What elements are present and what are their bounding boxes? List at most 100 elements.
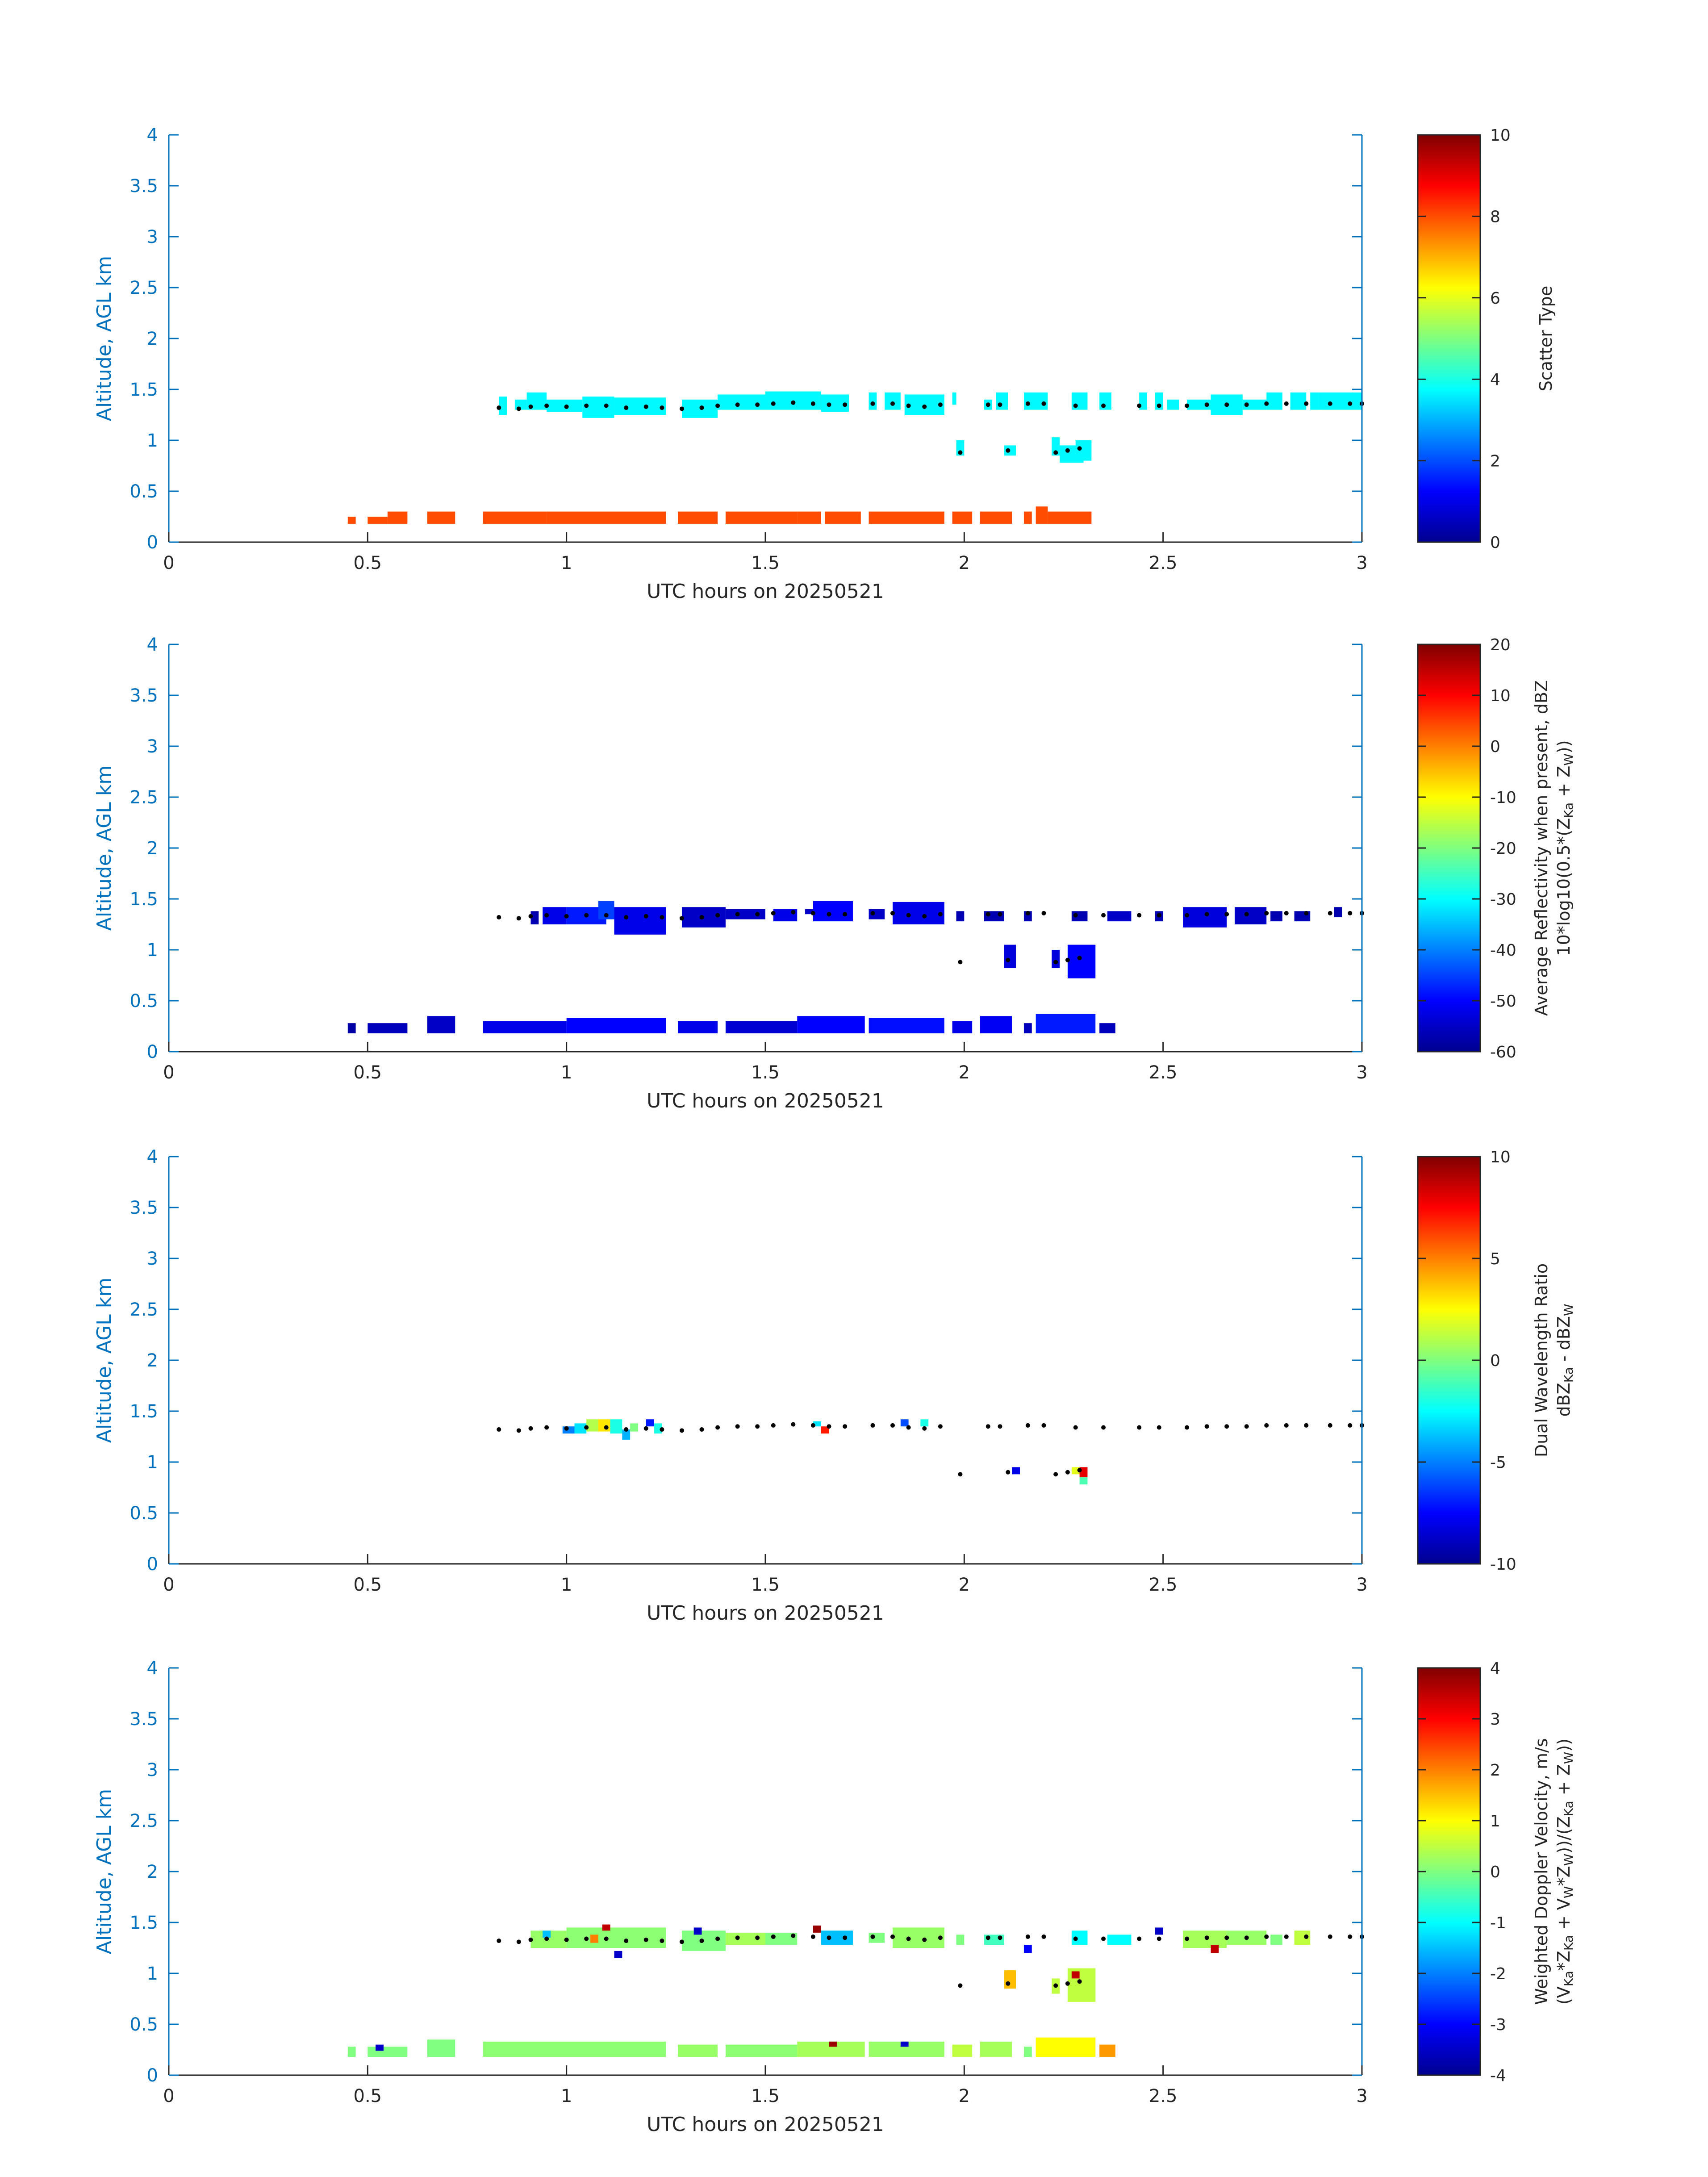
heatmap-cell [367, 2047, 408, 2057]
height-marker [497, 405, 501, 410]
height-marker [1328, 401, 1332, 406]
heatmap-cell [483, 1021, 567, 1033]
heatmap-cell [1023, 2047, 1032, 2057]
height-marker [1185, 1936, 1190, 1941]
colorbar [1417, 1667, 1481, 2076]
x-tick-label: 1.5 [751, 1062, 780, 1083]
heatmap-cell [530, 911, 539, 924]
height-marker [1328, 911, 1332, 915]
x-tick-label: 3 [1356, 1062, 1367, 1083]
height-marker [1006, 1470, 1011, 1475]
heatmap-cell [797, 511, 821, 524]
formula-text: ))/(Z [1554, 1816, 1574, 1853]
x-tick-label: 2.5 [1149, 553, 1178, 573]
height-marker [1304, 401, 1309, 406]
height-marker [679, 916, 684, 921]
heatmap-cell [1318, 392, 1362, 410]
colorbar-tick-label: 1 [1490, 1812, 1500, 1830]
height-marker [528, 914, 533, 919]
height-marker [715, 913, 720, 918]
height-marker [755, 402, 760, 407]
heatmap-cell [1155, 1927, 1163, 1935]
colorbar-tick-label: 5 [1490, 1250, 1500, 1268]
formula-subscript: Ka [1561, 1935, 1576, 1951]
y-tick-label: 1 [147, 430, 158, 451]
heatmap-cell [1242, 399, 1267, 410]
heatmap-cell [1099, 1023, 1115, 1033]
height-marker [906, 913, 911, 918]
height-marker [699, 405, 704, 410]
height-marker [1264, 911, 1269, 915]
y-tick-label: 3.5 [129, 1198, 158, 1218]
height-marker [1224, 402, 1229, 407]
y-tick-label: 2.5 [129, 1300, 158, 1320]
y-tick-label: 3 [147, 1760, 158, 1780]
height-marker [890, 911, 895, 915]
y-tick-label: 1.5 [129, 1401, 158, 1422]
height-marker [1348, 1934, 1353, 1939]
heatmap-cell [821, 1426, 829, 1434]
height-marker [986, 402, 990, 407]
heatmap-cell [829, 2041, 837, 2047]
formula-text: )) [1554, 1738, 1574, 1752]
heatmap-cell [869, 511, 944, 524]
height-marker [497, 1939, 501, 1943]
height-marker [1041, 911, 1046, 915]
height-marker [827, 402, 831, 407]
y-tick-label: 1.5 [129, 889, 158, 910]
height-marker [1244, 402, 1249, 407]
height-marker [938, 402, 943, 407]
height-marker [1137, 403, 1142, 408]
height-marker [1006, 448, 1011, 453]
x-axis-label: UTC hours on 20250521 [647, 580, 884, 603]
height-marker [1348, 1423, 1353, 1428]
height-marker [1065, 1470, 1070, 1475]
height-marker [735, 1935, 740, 1940]
heatmap-cell [956, 1935, 965, 1945]
formula-text: 10*log10(0.5*(Z [1554, 818, 1574, 956]
heatmap-cell [1183, 907, 1227, 928]
heatmap-cell [900, 1419, 909, 1427]
y-tick-label: 2 [147, 1862, 158, 1882]
y-tick-label: 4 [147, 1658, 158, 1679]
height-marker [958, 1983, 963, 1988]
colorbar-tick-label: -40 [1490, 941, 1516, 960]
heatmap-cell [996, 392, 1008, 410]
height-marker [1328, 1934, 1332, 1939]
x-tick-label: 2.5 [1149, 1575, 1178, 1595]
height-marker [624, 915, 629, 920]
height-marker [755, 1424, 760, 1429]
heatmap-cell [1004, 944, 1016, 969]
y-tick-label: 0 [147, 532, 158, 553]
height-marker [1348, 401, 1353, 406]
heatmap-cell [1270, 911, 1282, 922]
heatmap-cell [347, 2047, 356, 2057]
height-marker [1053, 1472, 1058, 1477]
heatmap-cell [1079, 1477, 1088, 1485]
colorbar-tick-label: 2 [1490, 452, 1500, 471]
heatmap-cell [347, 517, 356, 524]
height-marker [1025, 911, 1030, 915]
height-marker [679, 1939, 684, 1944]
y-tick-label: 2.5 [129, 278, 158, 298]
height-marker [755, 912, 760, 917]
heatmap-cell [813, 1421, 821, 1427]
y-tick-label: 3.5 [129, 176, 158, 196]
height-marker [564, 404, 569, 409]
y-axis-label: Altitude, AGL km [93, 765, 116, 931]
height-marker [604, 1425, 609, 1430]
heatmap-cell [1211, 1945, 1219, 1953]
heatmap-cell [797, 1016, 865, 1033]
height-marker [1157, 913, 1161, 918]
formula-text: + Z [1554, 766, 1574, 802]
height-marker [1304, 911, 1309, 915]
height-marker [544, 913, 549, 918]
height-marker [998, 912, 1002, 917]
height-marker [1025, 401, 1030, 406]
height-marker [890, 1934, 895, 1939]
height-marker [528, 1426, 533, 1431]
height-marker [1224, 1424, 1229, 1429]
height-marker [544, 1425, 549, 1430]
height-marker [1244, 912, 1249, 917]
heatmap-cell [602, 1924, 610, 1931]
